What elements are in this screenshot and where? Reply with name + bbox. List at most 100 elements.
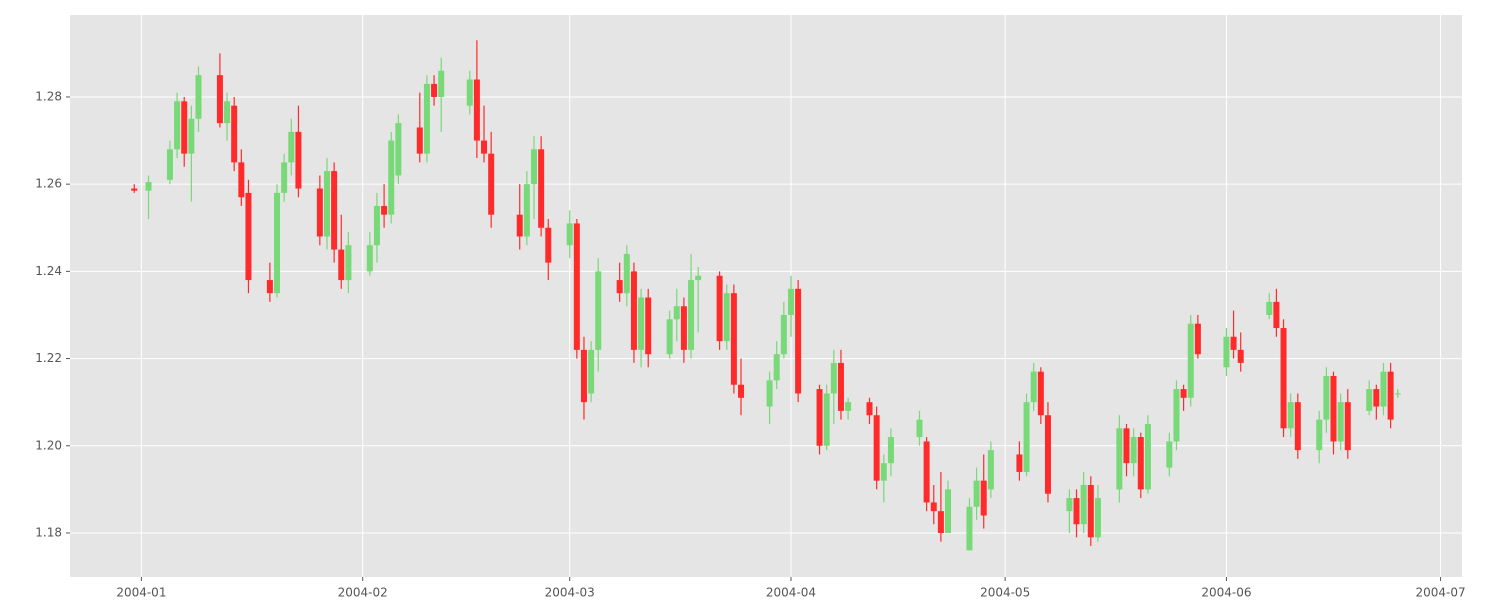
y-tick-label: 1.28 xyxy=(35,89,62,103)
candle-body xyxy=(816,389,823,446)
candle-body xyxy=(1187,323,1194,398)
candle-body xyxy=(481,140,488,154)
candle-body xyxy=(395,123,402,176)
candle-body xyxy=(1066,498,1073,512)
candle-body xyxy=(973,480,980,507)
y-tick-label: 1.18 xyxy=(35,525,62,539)
candle-body xyxy=(623,253,630,294)
candle-body xyxy=(1280,328,1287,429)
x-tick-label: 2004-04 xyxy=(766,586,816,600)
candle-body xyxy=(274,192,281,294)
y-tick-label: 1.24 xyxy=(35,264,62,278)
candle-body xyxy=(830,362,837,394)
candle-body xyxy=(1123,428,1130,464)
candle-body xyxy=(195,75,202,119)
candle-body xyxy=(916,419,923,438)
candle-body xyxy=(316,188,323,237)
candle-body xyxy=(331,171,338,250)
x-tick-label: 2004-05 xyxy=(980,586,1030,600)
candle-body xyxy=(987,450,994,490)
candle-body xyxy=(723,293,730,342)
candle-body xyxy=(566,223,573,246)
candle-body xyxy=(1144,423,1151,490)
candle-body xyxy=(1016,454,1023,472)
candle-body xyxy=(780,314,787,355)
candle-body xyxy=(673,306,680,320)
candle-body xyxy=(531,149,537,185)
candle-body xyxy=(388,140,395,215)
candle-body xyxy=(1330,376,1337,442)
candle-body xyxy=(224,101,231,124)
candle-body xyxy=(666,319,673,355)
candle-body xyxy=(1030,371,1037,403)
candle-body xyxy=(1273,301,1280,329)
candle-body xyxy=(245,192,252,281)
candle-body xyxy=(1230,336,1237,350)
x-tick-label: 2004-03 xyxy=(545,586,595,600)
plot-area xyxy=(70,15,1462,577)
candle-body xyxy=(1173,389,1180,442)
candle-body xyxy=(1287,402,1294,429)
candle-body xyxy=(1237,349,1244,363)
y-tick-label: 1.22 xyxy=(35,351,62,365)
candle-body xyxy=(238,162,245,198)
candle-body xyxy=(1387,371,1394,420)
candle-body xyxy=(295,131,302,189)
candle-body xyxy=(1087,485,1094,538)
candle-body xyxy=(1094,498,1101,538)
candle-body xyxy=(923,441,930,503)
candle-body xyxy=(1130,437,1137,464)
candle-body xyxy=(174,101,181,150)
candle-body xyxy=(795,288,802,394)
candle-body xyxy=(1323,376,1330,420)
candle-body xyxy=(1166,441,1173,468)
candle-body xyxy=(538,149,545,228)
candle-body xyxy=(645,297,652,355)
candle-body xyxy=(588,349,595,394)
candle-body xyxy=(773,354,780,381)
x-tick-label: 2004-02 xyxy=(338,586,388,600)
candle-body xyxy=(145,181,152,191)
candle-body xyxy=(845,402,852,411)
candle-body xyxy=(416,127,423,154)
candle-body xyxy=(573,223,580,350)
candle-body xyxy=(1137,437,1144,490)
candle-body xyxy=(580,349,587,403)
candle-body xyxy=(181,101,188,154)
candle-body xyxy=(738,384,745,398)
candle-body xyxy=(630,271,637,350)
candle-body xyxy=(595,271,602,350)
candle-body xyxy=(616,280,623,294)
candle-body xyxy=(473,79,480,141)
candle-body xyxy=(1373,389,1380,407)
candle-body xyxy=(1337,402,1344,442)
candle-body xyxy=(837,362,844,411)
y-tick-label: 1.26 xyxy=(35,177,62,191)
candle-body xyxy=(680,306,687,350)
candle-body xyxy=(516,214,523,237)
candle-body xyxy=(695,275,702,281)
candle-body xyxy=(1073,498,1080,525)
candle-body xyxy=(730,293,737,385)
candle-body xyxy=(1180,389,1187,398)
candle-body xyxy=(466,79,473,106)
candle-body xyxy=(1266,301,1273,315)
candle-body xyxy=(323,171,330,237)
candle-body xyxy=(1394,393,1401,395)
candle-body xyxy=(266,280,273,294)
candle-body xyxy=(1294,402,1301,451)
candle-body xyxy=(216,75,223,124)
x-tick-label: 2004-06 xyxy=(1201,586,1251,600)
x-tick-label: 2004-07 xyxy=(1416,586,1466,600)
candle-body xyxy=(373,205,380,246)
candle-body xyxy=(366,245,373,272)
candle-body xyxy=(188,118,195,154)
candle-body xyxy=(545,227,552,263)
candle-body xyxy=(1044,415,1051,494)
candle-body xyxy=(438,70,445,97)
candle-body xyxy=(1116,428,1123,490)
candle-body xyxy=(281,162,288,193)
candle-body xyxy=(345,245,352,281)
candle-body xyxy=(937,511,944,533)
